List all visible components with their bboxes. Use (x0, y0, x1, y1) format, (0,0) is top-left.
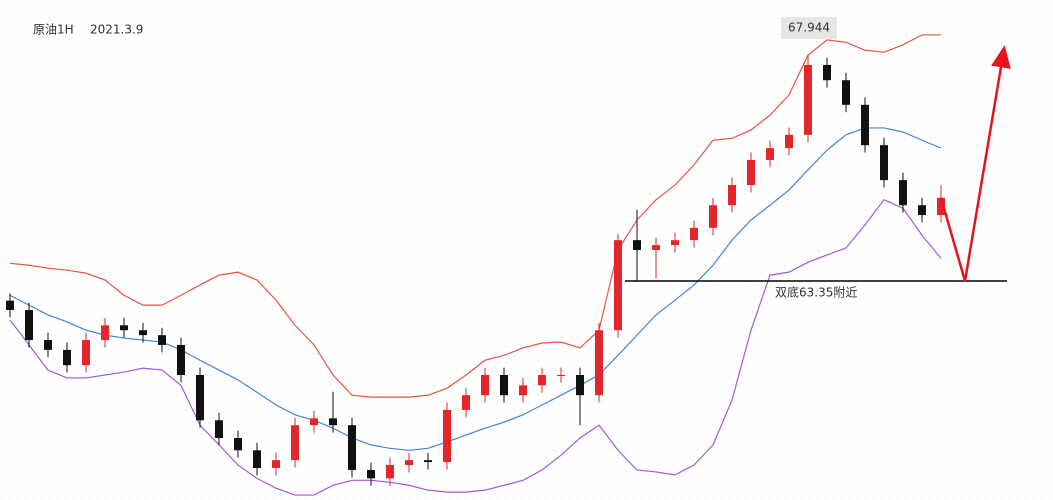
candle-body (215, 420, 223, 438)
candle-body (120, 325, 128, 331)
candle-body (196, 375, 204, 421)
band-line (9, 34, 941, 398)
candle-body (728, 185, 736, 206)
candle-body (747, 159, 755, 186)
candle-body (367, 469, 375, 479)
candle-body (329, 418, 337, 426)
candle-body (291, 425, 299, 461)
candle-body (804, 64, 812, 135)
candle-body (500, 375, 508, 396)
candle-body (272, 460, 280, 469)
candle-body (709, 205, 717, 228)
candle-body (6, 300, 14, 311)
candle-body (614, 240, 622, 331)
candle-body (310, 418, 318, 426)
candle-body (253, 450, 261, 469)
candle-body (101, 325, 109, 341)
candle-body (595, 330, 603, 396)
projection-arrow (939, 45, 1011, 282)
candle-body (861, 104, 869, 146)
candle-body (671, 240, 679, 246)
candle-body (82, 340, 90, 366)
chart-title: 原油1H (33, 23, 74, 37)
candle-body (177, 344, 185, 375)
candle-body (766, 148, 774, 160)
candle-body (899, 180, 907, 206)
candle-body (405, 460, 413, 466)
candle-body (823, 64, 831, 81)
candle-body (443, 409, 451, 463)
candle-body (842, 80, 850, 105)
candle-body (481, 375, 489, 396)
candle-body (424, 460, 432, 463)
candle-body (348, 425, 356, 470)
candle-body (538, 375, 546, 386)
candle-body (386, 465, 394, 479)
candle-body (462, 395, 470, 410)
candle-body (44, 340, 52, 350)
chart-subtitle: 2021.3.9 (90, 23, 143, 37)
candle-body (25, 310, 33, 341)
candle-body (880, 145, 888, 181)
candle-body (785, 134, 793, 149)
candle-body (557, 375, 565, 376)
peak-label: 67.944 (788, 20, 830, 34)
candle-body (234, 437, 242, 451)
candle-body (633, 240, 641, 250)
peak-label-box (781, 16, 837, 39)
candle-body (139, 330, 147, 336)
candle-body (519, 385, 527, 396)
band-line (9, 199, 942, 496)
candle-body (652, 245, 660, 250)
candle-body (63, 349, 71, 366)
support-label: 双底63.35附近 (775, 285, 857, 300)
candle-body (690, 227, 698, 241)
candle-body (158, 335, 166, 345)
candle-body (937, 197, 945, 216)
candle-body (918, 205, 926, 216)
candle-body (576, 375, 584, 396)
